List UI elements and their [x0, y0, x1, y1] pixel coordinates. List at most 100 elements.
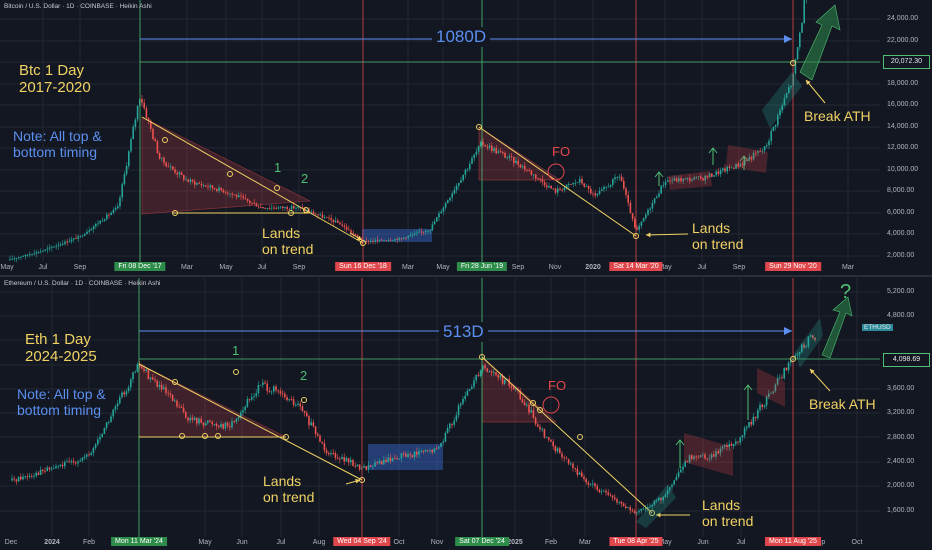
channel — [726, 145, 768, 173]
pivot-circle — [479, 354, 485, 360]
candle — [114, 208, 117, 210]
eth-y-tick: 2,400.00 — [887, 458, 915, 465]
candle — [710, 454, 713, 459]
candle — [675, 476, 678, 481]
candle — [97, 223, 99, 225]
candle — [200, 418, 202, 423]
candle — [662, 497, 664, 501]
candle — [614, 177, 616, 180]
candle — [383, 240, 385, 242]
btc-days-label: 1080D — [432, 27, 491, 47]
trend-line — [481, 356, 653, 514]
candle — [706, 175, 709, 178]
candle — [92, 226, 95, 230]
candle — [510, 156, 513, 157]
candle — [488, 145, 491, 148]
trend-line — [141, 116, 364, 244]
candle — [378, 239, 381, 241]
candle — [169, 166, 172, 168]
candle — [171, 394, 174, 402]
candle — [561, 189, 563, 191]
candle — [743, 428, 746, 436]
candle — [532, 410, 535, 418]
eth-num-1: 1 — [232, 343, 240, 358]
candle — [528, 170, 530, 171]
candle — [64, 461, 66, 467]
candle — [596, 486, 598, 490]
candle — [147, 118, 150, 121]
candle — [271, 207, 273, 209]
candle — [798, 352, 801, 355]
candle — [633, 511, 636, 513]
candle — [572, 463, 574, 468]
candle — [724, 168, 726, 172]
up-arrowhead — [654, 171, 664, 178]
candle — [312, 211, 315, 214]
candle — [163, 387, 165, 390]
candle — [315, 213, 317, 215]
candle — [732, 443, 735, 447]
up-arrowhead — [739, 155, 749, 162]
candle — [704, 175, 706, 181]
candle — [112, 209, 115, 213]
candle — [68, 241, 71, 243]
candle — [543, 429, 546, 438]
pivot-circle — [301, 397, 307, 403]
candle — [444, 433, 447, 442]
candle — [471, 158, 473, 164]
candle — [374, 240, 376, 242]
candle — [499, 375, 502, 378]
candle — [590, 188, 592, 194]
candle — [479, 370, 482, 376]
candle — [557, 188, 559, 193]
btc-x-tick: Sep — [73, 264, 87, 271]
candle — [262, 382, 264, 385]
candle — [436, 217, 438, 222]
candle — [242, 410, 244, 413]
candle — [513, 156, 515, 164]
candle — [321, 441, 323, 444]
candle — [83, 456, 86, 458]
candle — [117, 206, 119, 209]
candle — [622, 503, 625, 507]
candle — [81, 235, 84, 237]
candle — [224, 192, 227, 194]
candle — [447, 200, 449, 204]
candle — [290, 205, 293, 210]
candle — [385, 459, 387, 463]
candle — [68, 461, 70, 463]
candle — [187, 417, 189, 421]
candle — [730, 167, 733, 169]
candle — [240, 412, 242, 417]
candle — [268, 208, 271, 210]
candle — [44, 470, 46, 472]
candle — [15, 257, 18, 259]
candle — [779, 377, 781, 379]
candle — [288, 399, 290, 401]
candle — [572, 182, 574, 185]
candle — [205, 185, 207, 187]
candle — [568, 184, 570, 185]
candle — [279, 390, 282, 394]
candle — [308, 416, 310, 426]
candle — [398, 458, 400, 460]
candle — [748, 157, 750, 161]
candle — [178, 172, 181, 175]
candle — [251, 396, 253, 400]
btc-x-tick: May — [658, 264, 672, 271]
up-arrowhead — [743, 384, 753, 391]
candle — [761, 404, 763, 407]
candle — [372, 241, 374, 243]
candle — [130, 139, 132, 152]
candle — [642, 508, 645, 510]
candle — [110, 212, 112, 215]
candle — [460, 180, 462, 183]
candle — [629, 202, 632, 214]
candle — [334, 220, 337, 223]
candle — [95, 223, 97, 227]
candle — [310, 422, 312, 426]
candle — [576, 182, 579, 184]
candle — [576, 468, 579, 475]
candle — [260, 207, 262, 208]
candle — [277, 207, 280, 209]
